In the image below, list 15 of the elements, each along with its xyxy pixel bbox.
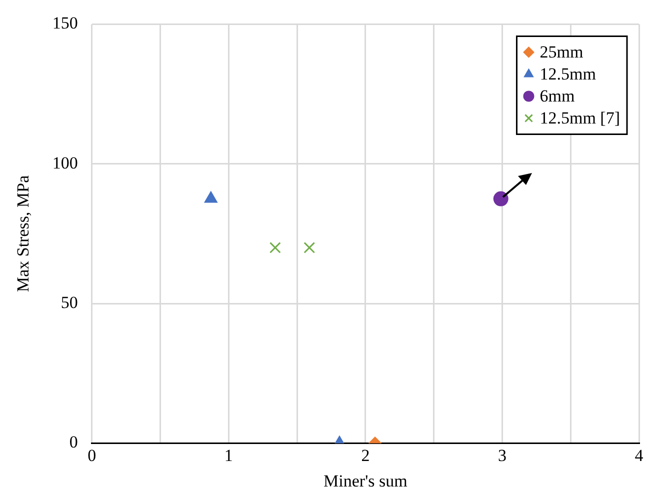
x-tick-label: 1 [224,446,233,465]
x-tick-label: 3 [498,446,506,465]
y-axis-title: Max Stress, MPa [14,174,33,292]
y-tick-label: 50 [60,293,78,312]
legend-label: 12.5mm [540,64,596,84]
legend-label: 12.5mm [7] [540,108,620,128]
legend-label: 25mm [540,42,584,62]
y-tick-label: 150 [52,14,78,33]
y-tick-label: 100 [52,153,78,172]
x-tick-label: 0 [88,446,96,465]
x-tick-label: 4 [634,446,644,465]
x-tick-label: 2 [361,446,370,465]
legend-label: 6mm [540,86,575,106]
y-tick-label: 0 [69,432,78,452]
x-axis-title: Miner's sum [324,471,408,490]
